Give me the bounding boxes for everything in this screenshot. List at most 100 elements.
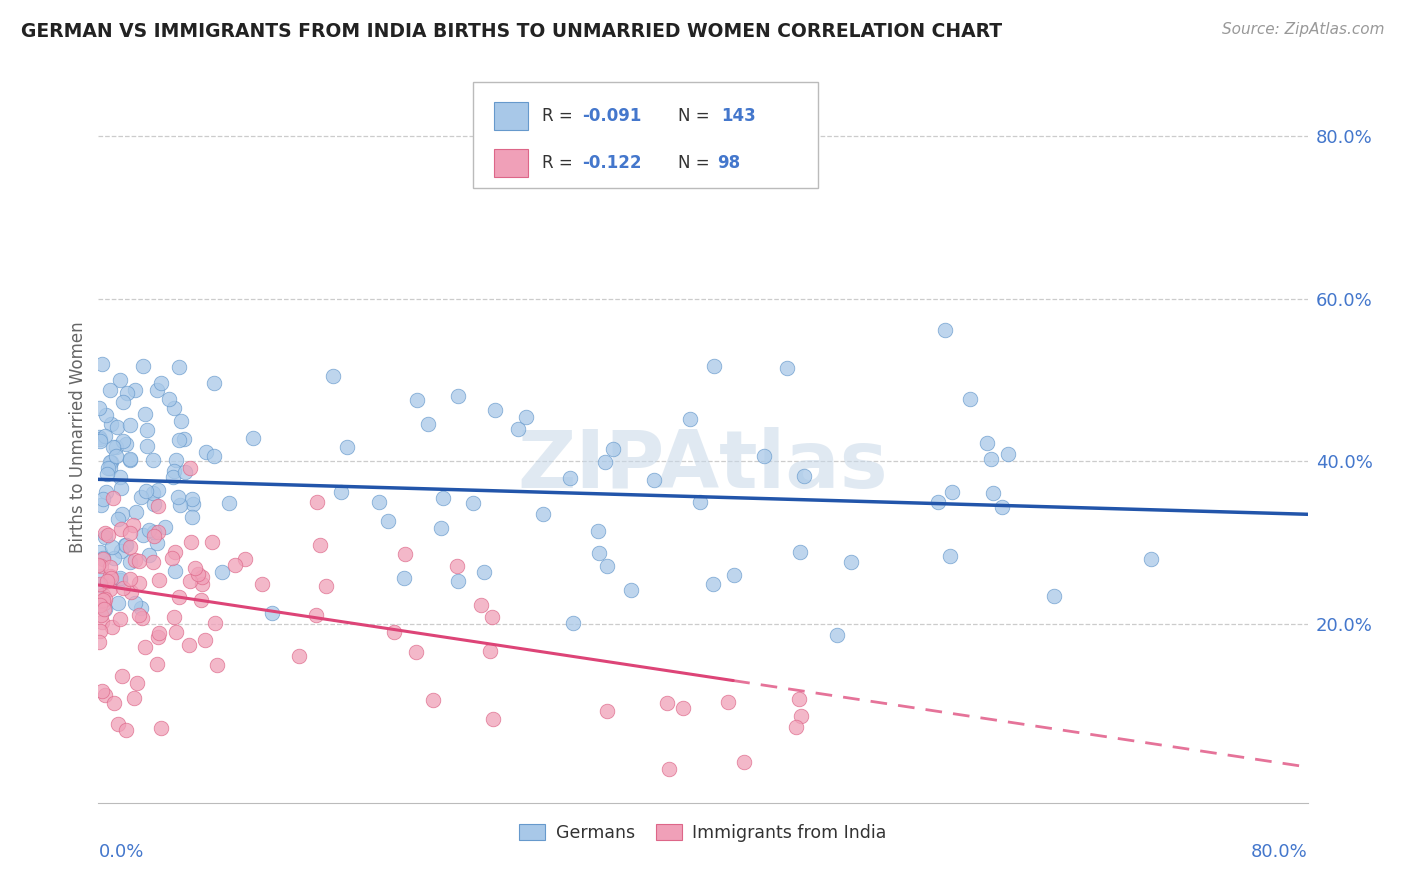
Point [121,517,143,532]
Point [104,450,127,464]
Point [180,535,202,549]
Point [108,612,131,626]
Point [94,530,117,544]
Point [482,712,505,726]
Point [429,520,451,534]
Text: GERMAN VS IMMIGRANTS FROM INDIA BIRTHS TO UNMARRIED WOMEN CORRELATION CHART: GERMAN VS IMMIGRANTS FROM INDIA BIRTHS T… [21,22,1002,41]
Point [129,600,152,615]
Point [91,684,114,698]
Point [422,693,444,707]
Point [191,569,214,583]
Point [377,515,399,529]
Point [124,383,146,397]
Point [101,540,124,554]
Point [108,573,131,587]
Point [89,624,111,639]
Point [89,598,111,612]
Point [157,392,180,406]
Point [179,574,201,588]
Point [187,566,209,581]
Point [115,436,138,450]
Point [111,395,134,409]
Point [463,496,485,510]
Point [478,644,501,658]
Point [169,498,191,512]
Point [135,439,157,453]
Point [97,528,120,542]
Point [91,588,114,602]
Point [785,720,807,734]
Point [250,577,273,591]
Point [839,555,862,569]
Point [110,373,132,387]
Point [98,569,121,583]
Point [89,576,111,591]
Point [110,522,132,536]
Point [94,484,117,499]
Point [131,611,153,625]
Point [89,434,111,448]
Point [515,410,537,425]
Point [703,359,725,373]
Point [980,451,1002,466]
Point [723,568,745,582]
Point [183,560,205,574]
Point [89,544,111,558]
Point [150,721,173,735]
Point [142,497,165,511]
Point [367,495,389,509]
FancyBboxPatch shape [494,102,527,129]
Point [941,484,963,499]
Point [91,551,114,566]
Point [90,498,112,512]
Point [1043,589,1066,603]
Point [128,576,150,591]
Point [103,491,125,506]
Point [304,607,326,622]
Point [91,357,114,371]
Point [167,360,190,375]
Point [90,568,112,582]
Point [596,705,619,719]
Point [194,633,217,648]
Point [150,376,173,390]
Point [235,552,257,566]
Point [981,486,1004,500]
Point [107,717,129,731]
Point [789,544,811,558]
Point [163,610,186,624]
Point [135,483,157,498]
Point [87,635,110,649]
Point [107,596,129,610]
Point [588,546,610,560]
Point [309,538,332,552]
Point [382,625,405,640]
Point [127,675,149,690]
Point [110,544,132,558]
Point [90,558,112,573]
Point [191,577,214,591]
Point [330,484,353,499]
Point [103,696,125,710]
Point [94,689,117,703]
Point [148,625,170,640]
Point [679,411,702,425]
Point [98,559,121,574]
Point [733,755,755,769]
Point [94,525,117,540]
Point [110,481,132,495]
Point [224,558,246,572]
Point [406,393,429,408]
Point [825,628,848,642]
Point [93,596,115,610]
Point [122,691,145,706]
Point [89,578,111,592]
Point [789,691,811,706]
Point [153,520,176,534]
Point [94,408,117,422]
Point [90,607,112,622]
Point [90,615,112,629]
Point [115,538,138,552]
Point [124,553,146,567]
Point [790,708,813,723]
